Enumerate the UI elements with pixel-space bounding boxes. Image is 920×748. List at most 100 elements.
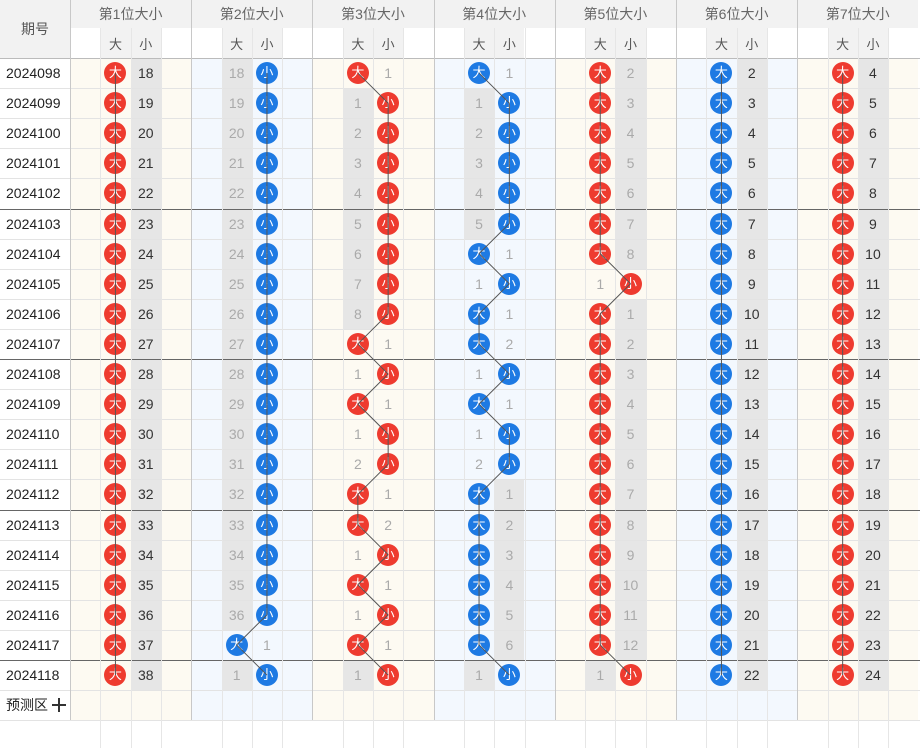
miss-count-value: 4 <box>626 125 635 142</box>
miss-count-value: 19 <box>228 95 245 112</box>
result-cell: 大 <box>828 118 858 148</box>
miss-count-value: 7 <box>869 155 877 172</box>
miss-count: 2 <box>494 329 524 359</box>
result-cell: 大 <box>343 329 373 359</box>
result-cell: 大 <box>828 540 858 570</box>
small-ball: 小 <box>377 212 400 235</box>
miss-count: 24 <box>222 239 252 269</box>
result-cell: 大 <box>828 479 858 509</box>
miss-count: 25 <box>222 269 252 299</box>
miss-count-value: 13 <box>743 396 760 413</box>
issue-number: 2024104 <box>6 245 61 262</box>
miss-count: 21 <box>858 570 888 600</box>
miss-count-value: 23 <box>137 215 154 232</box>
sub-header-small: 小 <box>251 28 283 58</box>
column-divider <box>554 0 556 720</box>
big-ball: 大 <box>831 212 854 235</box>
big-ball: 大 <box>104 332 127 355</box>
miss-count-value: 6 <box>747 185 756 202</box>
issue-number: 2024102 <box>6 185 61 202</box>
small-ball: 小 <box>377 664 400 687</box>
miss-count-value: 34 <box>137 546 154 563</box>
big-ball: 大 <box>589 483 612 506</box>
result-cell: 大 <box>706 209 736 239</box>
miss-count: 7 <box>615 209 645 239</box>
big-ball: 大 <box>710 603 733 626</box>
miss-count-value: 4 <box>626 396 635 413</box>
result-cell: 大 <box>585 88 615 118</box>
row-divider <box>0 238 920 240</box>
column-divider <box>251 28 253 748</box>
result-cell: 小 <box>252 148 282 178</box>
miss-count-value: 24 <box>137 245 154 262</box>
miss-count: 11 <box>615 600 645 630</box>
big-ball: 大 <box>831 453 854 476</box>
plus-icon[interactable] <box>52 698 66 713</box>
miss-count: 1 <box>464 359 494 389</box>
big-ball: 大 <box>710 92 733 115</box>
result-cell: 大 <box>585 600 615 630</box>
miss-count: 34 <box>222 540 252 570</box>
issue-number: 2024115 <box>6 576 60 593</box>
result-cell: 小 <box>373 660 403 690</box>
result-cell: 大 <box>828 148 858 178</box>
big-ball: 大 <box>104 212 127 235</box>
miss-count-value: 20 <box>228 125 245 142</box>
big-ball: 大 <box>710 393 733 416</box>
column-divider <box>342 28 344 748</box>
small-ball: 小 <box>377 92 400 115</box>
miss-count: 2 <box>464 118 494 148</box>
result-cell: 大 <box>828 630 858 660</box>
miss-count: 4 <box>615 118 645 148</box>
miss-count: 2 <box>737 58 767 88</box>
sub-header-big: 大 <box>100 28 131 58</box>
row-divider <box>0 88 920 90</box>
sub-header-small: 小 <box>130 28 161 58</box>
big-ball: 大 <box>104 513 127 536</box>
big-ball: 大 <box>831 152 854 175</box>
issue-number: 2024109 <box>6 396 61 413</box>
miss-count: 7 <box>343 269 373 299</box>
row-divider <box>0 359 920 360</box>
miss-count: 17 <box>858 449 888 479</box>
small-ball: 小 <box>498 272 521 295</box>
result-cell: 大 <box>706 570 736 600</box>
group-header: 第6位大小 <box>676 0 798 28</box>
miss-count-value: 23 <box>228 215 245 232</box>
result-cell: 大 <box>100 449 130 479</box>
result-cell: 小 <box>615 269 645 299</box>
sub-header-small: 小 <box>857 28 889 58</box>
miss-count-value: 4 <box>505 576 514 593</box>
result-cell: 大 <box>100 570 130 600</box>
miss-count-value: 20 <box>743 606 760 623</box>
big-ball: 大 <box>710 543 733 566</box>
big-ball: 大 <box>468 603 491 626</box>
small-ball: 小 <box>255 152 278 175</box>
miss-count-value: 3 <box>475 155 483 172</box>
miss-count: 14 <box>737 419 767 449</box>
big-ball: 大 <box>710 242 733 265</box>
issue-number: 2024105 <box>6 275 61 292</box>
group-header: 第3位大小 <box>312 0 434 28</box>
result-cell: 大 <box>464 600 494 630</box>
sub-header-small: 小 <box>494 28 525 58</box>
miss-count-value: 28 <box>228 366 245 383</box>
miss-count: 4 <box>858 58 888 88</box>
miss-count-value: 2 <box>626 65 635 82</box>
miss-count: 2 <box>373 510 403 540</box>
big-ball: 大 <box>710 212 733 235</box>
result-cell: 大 <box>585 510 615 540</box>
result-cell: 大 <box>585 58 615 88</box>
miss-count-value: 18 <box>137 65 154 82</box>
miss-count-value: 29 <box>137 396 154 413</box>
miss-count: 1 <box>464 660 494 690</box>
miss-count-value: 6 <box>626 456 635 473</box>
miss-count-value: 10 <box>865 245 881 262</box>
big-ball: 大 <box>104 423 127 446</box>
result-cell: 小 <box>494 148 524 178</box>
small-ball: 小 <box>255 453 278 476</box>
result-cell: 大 <box>585 118 615 148</box>
miss-count: 9 <box>615 540 645 570</box>
predict-area-label[interactable]: 预测区 <box>0 690 80 720</box>
result-cell: 小 <box>252 58 282 88</box>
